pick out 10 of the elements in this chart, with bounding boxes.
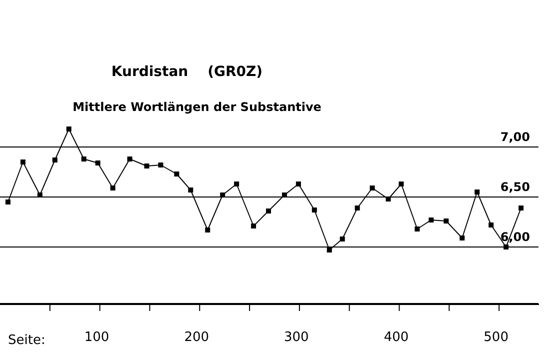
chart-title: Kurdistan (GR0Z) (110, 64, 264, 80)
x-tick-label: 200 (184, 330, 210, 345)
x-tick-label: 500 (484, 330, 508, 345)
chart-subtitle: Mittlere Wortlängen der Substantive (72, 100, 322, 114)
y-tick-label: 7,00 (500, 130, 530, 144)
x-tick-label: 300 (284, 330, 309, 345)
x-axis-title: Seite: (8, 333, 46, 348)
x-tick-label: 100 (84, 330, 110, 345)
x-tick-label: 400 (384, 330, 409, 345)
y-tick-label: 6,50 (500, 180, 530, 194)
